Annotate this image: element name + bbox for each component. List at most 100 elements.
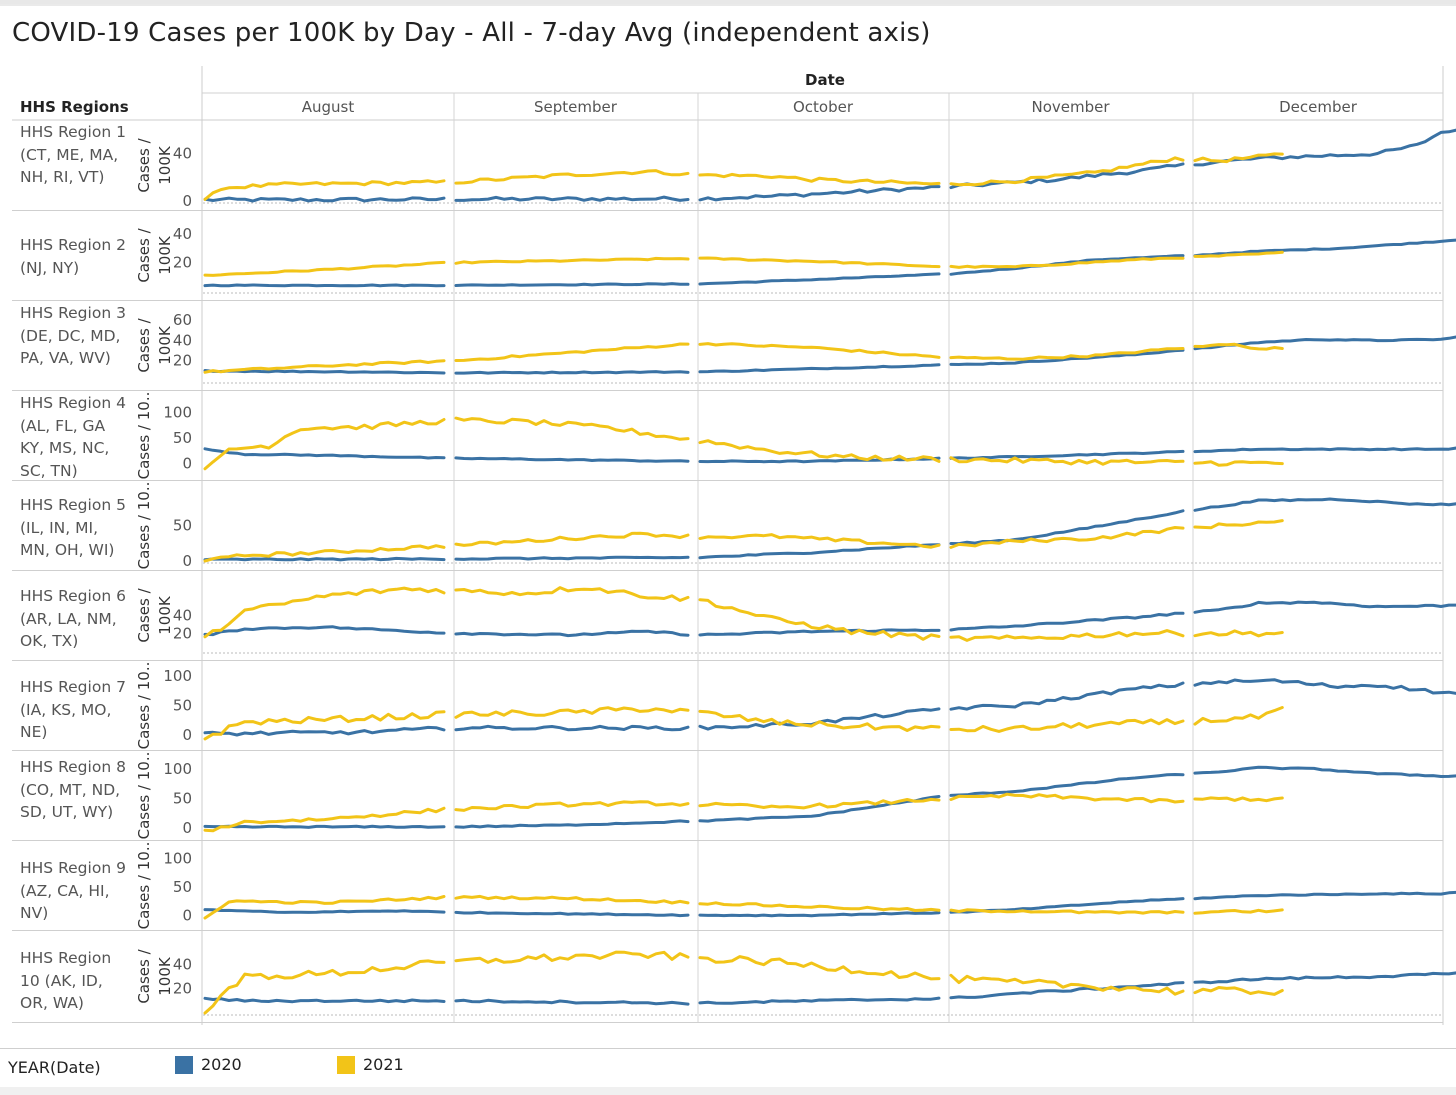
y-tick-label-2-1: 20 xyxy=(173,254,192,272)
series-line-2020-region-3-aug xyxy=(203,369,446,375)
y-axis-label-10-b: 100K xyxy=(156,956,174,996)
series-line-2021-region-5-dec xyxy=(1193,519,1284,530)
y-tick-label-5-1: 0 xyxy=(182,552,192,570)
region-label-9: HHS Region 9 (AZ, CA, HI, NV) xyxy=(20,859,126,922)
series-line-2020-region-1-aug xyxy=(203,196,446,203)
series-line-2021-region-9-oct xyxy=(698,901,941,912)
series-line-2020-region-10-dec xyxy=(1193,971,1456,985)
series-line-2020-region-10-sep xyxy=(454,998,690,1006)
series-line-2021-region-2-sep xyxy=(454,256,690,265)
series-line-2020-region-7-nov xyxy=(949,681,1185,711)
month-header-december: December xyxy=(1279,98,1357,116)
series-line-2020-region-7-oct xyxy=(698,707,941,731)
series-line-2021-region-3-oct xyxy=(698,342,941,359)
y-tick-label-4-1: 0 xyxy=(182,454,192,472)
y-tick-label-7-1: 0 xyxy=(182,726,192,744)
series-line-2020-region-10-oct xyxy=(698,996,941,1005)
series-line-2020-region-7-dec xyxy=(1193,678,1456,695)
y-axis-label-10-a: Cases / xyxy=(135,948,153,1003)
series-line-2020-region-2-sep xyxy=(454,282,690,287)
series-line-2021-region-1-nov xyxy=(949,156,1185,187)
y-axis-label-7: Cases / 10.. xyxy=(135,662,153,750)
series-line-2021-region-2-oct xyxy=(698,256,941,269)
series-line-2020-region-2-aug xyxy=(203,283,446,288)
series-line-2021-region-3-nov xyxy=(949,347,1185,361)
legend-item-2020[interactable]: 2020 xyxy=(175,1055,242,1074)
series-line-2020-region-6-oct xyxy=(698,628,941,637)
y-axis-label-8: Cases / 10.. xyxy=(135,752,153,840)
series-line-2020-region-1-oct xyxy=(698,185,941,202)
series-line-2021-region-2-dec xyxy=(1193,250,1284,258)
series-line-2020-region-7-aug xyxy=(203,725,446,737)
region-label-3: HHS Region 3 (DE, DC, MD, PA, VA, WV) xyxy=(20,304,126,367)
y-axis-label-2-b: 100K xyxy=(156,235,174,275)
legend-item-2021[interactable]: 2021 xyxy=(337,1055,404,1074)
top-strip xyxy=(0,0,1456,4)
series-line-2020-region-1-nov xyxy=(949,162,1185,190)
y-tick-label-2-2: 40 xyxy=(173,225,192,243)
series-line-2020-region-3-oct xyxy=(698,363,941,374)
y-tick-label-4-2: 50 xyxy=(173,429,192,447)
chart-title: COVID-19 Cases per 100K by Day - All - 7… xyxy=(12,18,931,48)
series-line-2020-region-4-oct xyxy=(698,456,941,464)
series-line-2020-region-3-dec xyxy=(1193,335,1456,351)
y-tick-label-8-1: 0 xyxy=(182,819,192,837)
y-tick-label-8-2: 50 xyxy=(173,789,192,807)
series-line-2020-region-9-aug xyxy=(203,908,446,914)
y-tick-label-3-1: 20 xyxy=(173,352,192,370)
series-line-2021-region-3-dec xyxy=(1193,342,1284,351)
legend-title: YEAR(Date) xyxy=(8,1058,101,1077)
series-line-2021-region-8-dec xyxy=(1193,796,1284,803)
series-line-2021-region-9-aug xyxy=(203,895,446,920)
legend-swatch-2021 xyxy=(337,1055,355,1074)
series-line-2021-region-5-nov xyxy=(949,526,1185,549)
y-tick-label-3-2: 40 xyxy=(173,331,192,349)
series-line-2020-region-6-nov xyxy=(949,611,1185,632)
region-label-2: HHS Region 2 (NJ, NY) xyxy=(20,236,126,277)
series-line-2020-region-8-sep xyxy=(454,819,690,829)
legend-label-2020: 2020 xyxy=(201,1055,242,1074)
series-line-2021-region-6-oct xyxy=(698,598,941,641)
y-axis-label-1-a: Cases / xyxy=(135,137,153,192)
series-line-2021-region-2-aug xyxy=(203,260,446,277)
series-line-2021-region-6-sep xyxy=(454,586,690,602)
series-line-2021-region-9-dec xyxy=(1193,908,1284,915)
legend-label-2021: 2021 xyxy=(363,1055,404,1074)
region-label-8: HHS Region 8 (CO, MT, ND, SD, UT, WY) xyxy=(20,758,126,821)
series-line-2020-region-8-dec xyxy=(1193,765,1456,778)
y-tick-label-9-2: 50 xyxy=(173,878,192,896)
series-line-2020-region-9-dec xyxy=(1193,890,1456,901)
y-tick-label-8-3: 100 xyxy=(163,760,192,778)
series-line-2021-region-7-oct xyxy=(698,709,941,732)
y-tick-label-6-2: 40 xyxy=(173,607,192,625)
series-line-2021-region-3-sep xyxy=(454,342,690,362)
series-line-2020-region-2-oct xyxy=(698,272,941,286)
series-line-2021-region-10-dec xyxy=(1193,986,1284,996)
series-line-2021-region-5-aug xyxy=(203,544,446,563)
series-line-2021-region-4-sep xyxy=(454,416,690,441)
series-line-2021-region-7-aug xyxy=(203,710,446,741)
series-line-2021-region-8-oct xyxy=(698,797,941,810)
series-line-2021-region-10-sep xyxy=(454,950,690,964)
series-line-2021-region-8-nov xyxy=(949,792,1185,804)
month-header-september: September xyxy=(534,98,617,116)
series-line-2021-region-9-sep xyxy=(454,894,690,905)
series-line-2020-region-3-nov xyxy=(949,348,1185,366)
series-line-2021-region-8-aug xyxy=(203,806,446,833)
series-line-2021-region-9-nov xyxy=(949,908,1185,915)
y-tick-label-5-2: 50 xyxy=(173,517,192,535)
series-line-2021-region-5-oct xyxy=(698,533,941,549)
legend-bar xyxy=(0,1048,1456,1088)
series-line-2020-region-5-sep xyxy=(454,555,690,561)
series-line-2021-region-7-dec xyxy=(1193,706,1284,726)
series-line-2021-region-6-aug xyxy=(203,586,446,639)
series-line-2021-region-4-oct xyxy=(698,439,941,463)
series-line-2021-region-1-dec xyxy=(1193,152,1284,164)
series-line-2021-region-3-aug xyxy=(203,359,446,374)
month-header-august: August xyxy=(301,98,355,116)
series-line-2021-region-6-dec xyxy=(1193,629,1284,638)
series-line-2020-region-1-dec xyxy=(1193,128,1456,167)
legend-swatch-2020 xyxy=(175,1055,193,1074)
series-line-2020-region-5-aug xyxy=(203,556,446,562)
